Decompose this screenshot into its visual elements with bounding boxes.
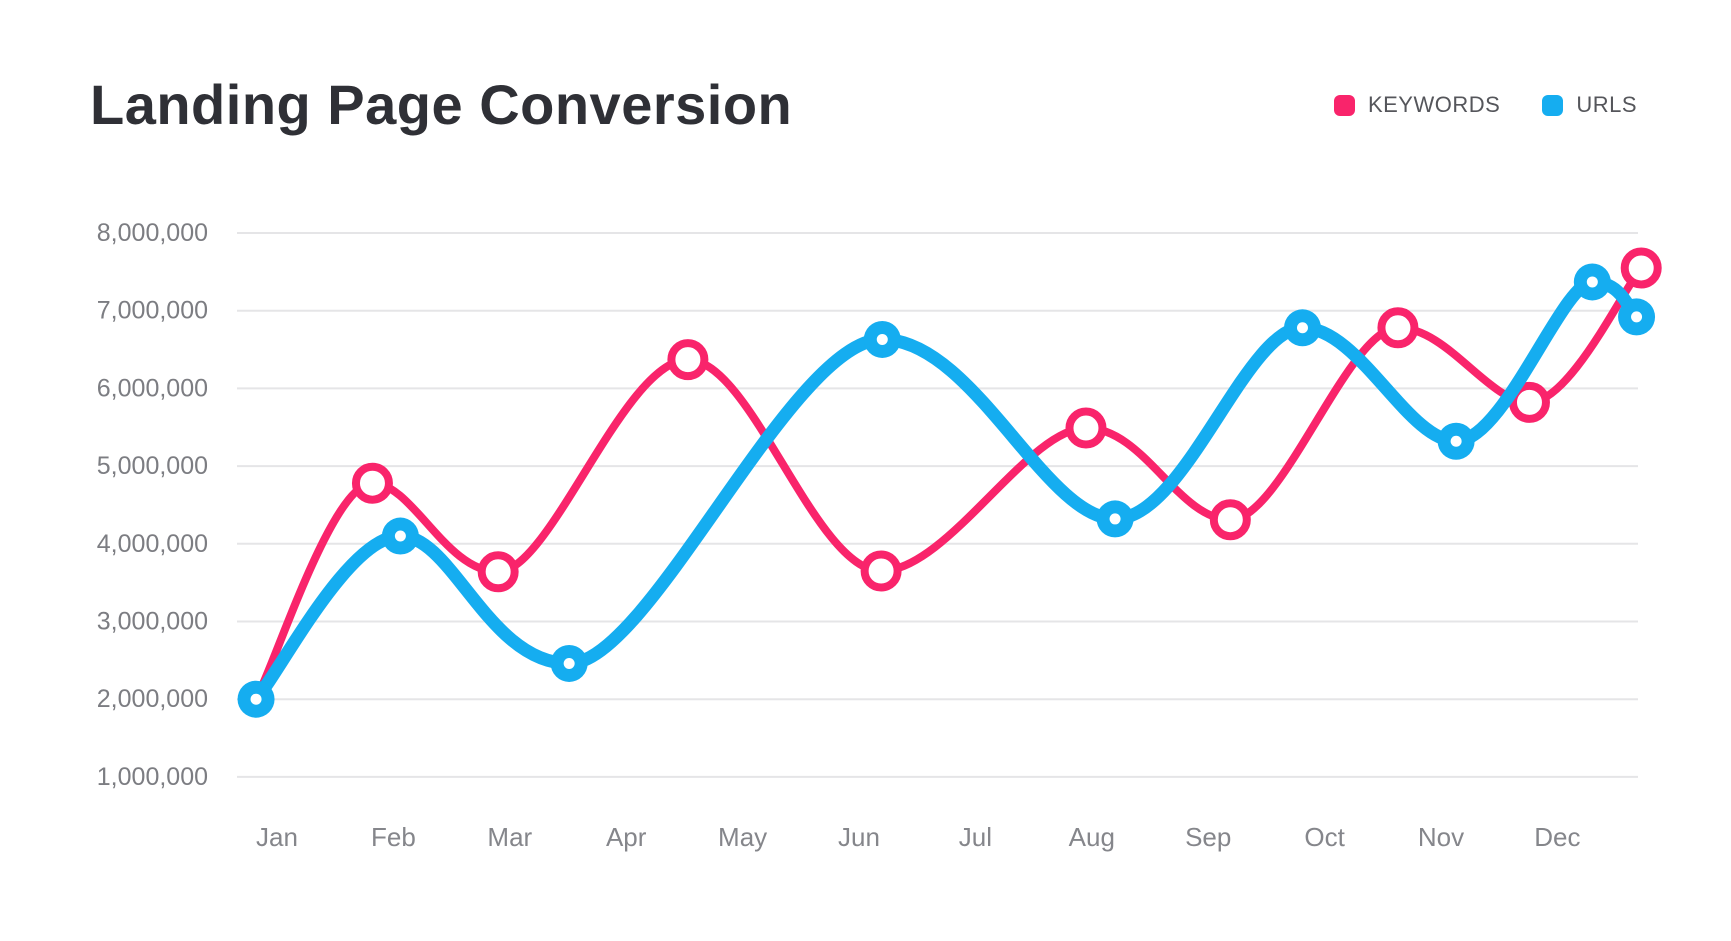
y-axis-label: 3,000,000 [97,608,208,636]
y-axis-label: 5,000,000 [97,452,208,480]
x-axis-label: Jan [256,822,298,852]
keywords-line [252,264,1646,704]
keywords-marker [1620,247,1662,289]
keywords-marker [1508,381,1550,423]
x-axis-label: Aug [1069,822,1115,852]
y-axis-label: 1,000,000 [97,763,208,791]
y-axis-label: 6,000,000 [97,374,208,402]
urls-swatch-icon [1542,94,1564,116]
urls-marker-center [250,693,262,705]
x-axis-label: Jun [838,822,880,852]
x-axis-label: Apr [606,822,647,852]
urls-marker-center [1109,513,1121,525]
legend-label-keywords: KEYWORDS [1367,92,1501,117]
urls-line [249,275,1644,706]
urls-marker-center [563,657,575,669]
legend: KEYWORDS URLS [1333,92,1637,118]
urls-marker-center [1586,276,1598,288]
legend-item-keywords: KEYWORDS [1333,92,1501,118]
urls-marker-center [876,333,888,345]
urls-marker-center [1296,322,1308,334]
keywords-marker [1377,307,1419,349]
x-axis-label: Mar [487,822,532,852]
x-axis-label: Sep [1185,822,1231,852]
y-axis-label: 2,000,000 [97,685,208,713]
keywords-marker [667,339,709,381]
x-axis-label: Nov [1418,822,1464,852]
x-axis-label: Jul [959,822,992,852]
keywords-marker [860,550,902,592]
x-axis-label: Feb [371,822,416,852]
urls-marker-center [1631,311,1643,323]
x-axis-label: May [718,822,767,852]
keywords-marker [477,551,519,593]
chart-title: Landing Page Conversion [90,73,793,136]
urls-marker-center [394,530,406,542]
y-axis-label: 4,000,000 [97,530,208,558]
keywords-marker [351,462,393,504]
legend-label-urls: URLS [1576,92,1637,117]
y-axis-label: 8,000,000 [97,219,208,247]
x-axis-label: Dec [1534,822,1580,852]
keywords-marker [1209,499,1251,541]
y-axis-label: 7,000,000 [97,297,208,325]
x-axis-label: Oct [1304,822,1345,852]
keywords-swatch-icon [1333,94,1355,116]
keywords-marker [1065,407,1107,449]
urls-marker-center [1450,435,1462,447]
legend-item-urls: URLS [1542,92,1637,118]
